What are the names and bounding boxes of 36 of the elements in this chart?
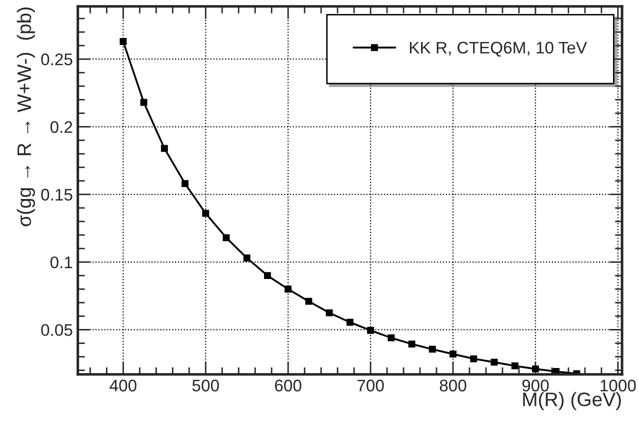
y-axis-title: σ(gg → R → W+W-) (pb) bbox=[16, 8, 35, 226]
x-tick-label: 900 bbox=[522, 380, 549, 392]
point bbox=[470, 355, 478, 362]
point bbox=[222, 234, 230, 242]
y-tick-label: 0.25 bbox=[41, 54, 72, 66]
point bbox=[264, 272, 271, 280]
point bbox=[511, 362, 518, 370]
point bbox=[243, 254, 250, 262]
y-tick-label: 0.15 bbox=[41, 188, 72, 201]
point bbox=[367, 326, 374, 334]
y-tick-label: 0.1 bbox=[50, 256, 72, 268]
point bbox=[202, 210, 210, 217]
point bbox=[182, 180, 188, 188]
x-tick-label: 400 bbox=[110, 380, 136, 392]
x-axis-title: M(R) (GeV) bbox=[523, 392, 621, 410]
point bbox=[120, 38, 127, 45]
point bbox=[160, 144, 168, 152]
y-tick-label: 0.2 bbox=[50, 121, 72, 133]
point bbox=[388, 334, 395, 342]
point bbox=[428, 346, 436, 353]
point bbox=[408, 340, 416, 348]
x-tick-label: 500 bbox=[192, 380, 219, 392]
x-tick-label: 600 bbox=[275, 380, 302, 392]
point bbox=[140, 98, 148, 106]
point bbox=[346, 318, 354, 326]
point bbox=[490, 358, 498, 366]
x-tick-label: 800 bbox=[440, 380, 466, 392]
point bbox=[450, 350, 456, 358]
y-tick-label: 0.05 bbox=[41, 324, 72, 336]
point bbox=[326, 309, 333, 316]
point bbox=[284, 286, 292, 293]
x-tick-label: 700 bbox=[358, 380, 384, 392]
legend-label: KK R, CTEQ6M, 10 TeV bbox=[410, 42, 587, 57]
point bbox=[305, 298, 312, 305]
point bbox=[532, 365, 539, 372]
x-tick-label: 1000 bbox=[600, 380, 636, 392]
